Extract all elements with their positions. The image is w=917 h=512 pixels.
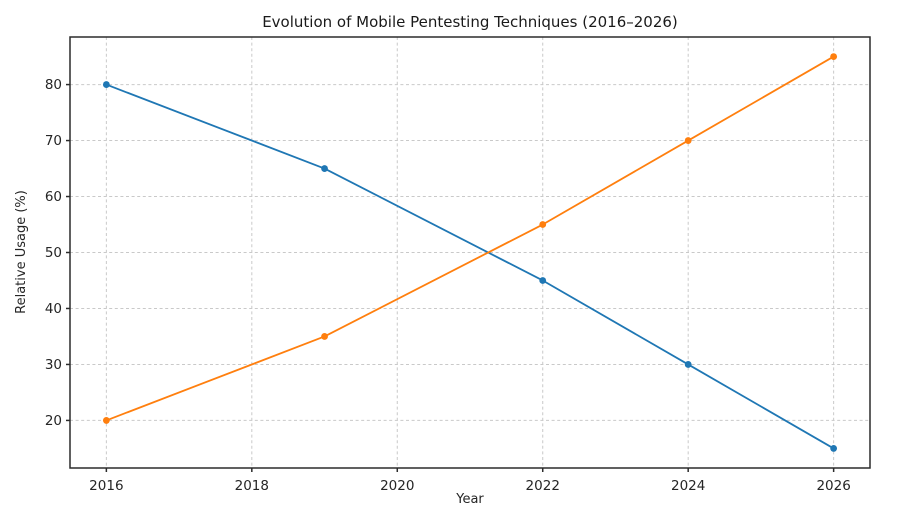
y-tick-label: 20 [45,413,62,429]
data-point-series-1 [321,165,328,172]
x-tick-label: 2016 [89,478,123,494]
data-point-series-1 [830,445,838,452]
data-point-series-2 [539,221,547,228]
x-tick-label: 2026 [816,478,850,494]
series-line-2 [105,55,835,422]
y-axis-label: Relative Usage (%) [14,190,29,314]
series-line-1 [105,83,835,450]
y-tick-label: 70 [45,133,62,149]
y-tick-label: 50 [45,245,62,261]
x-tick-label: 2024 [671,478,705,494]
y-tick-label: 40 [45,301,62,317]
data-point-series-2 [321,333,328,340]
data-point-series-2 [102,417,110,424]
data-point-series-2 [830,53,838,60]
x-tick-label: 2018 [235,478,269,494]
chart-title: Evolution of Mobile Pentesting Technique… [262,13,678,31]
data-point-series-1 [539,277,547,284]
x-axis-label: Year [455,492,484,507]
x-tick-label: 2022 [526,478,560,494]
data-point-series-2 [684,137,692,144]
x-tick-label: 2020 [380,478,414,494]
y-tick-label: 30 [45,357,62,373]
y-tick-label: 60 [45,189,62,205]
data-point-series-1 [684,361,692,368]
data-point-series-1 [102,81,110,88]
plot-area: 2016 2018 2020 2022 2024 2026 20 30 40 50 60 70 80 [45,36,871,494]
y-tick-label: 80 [45,77,62,93]
